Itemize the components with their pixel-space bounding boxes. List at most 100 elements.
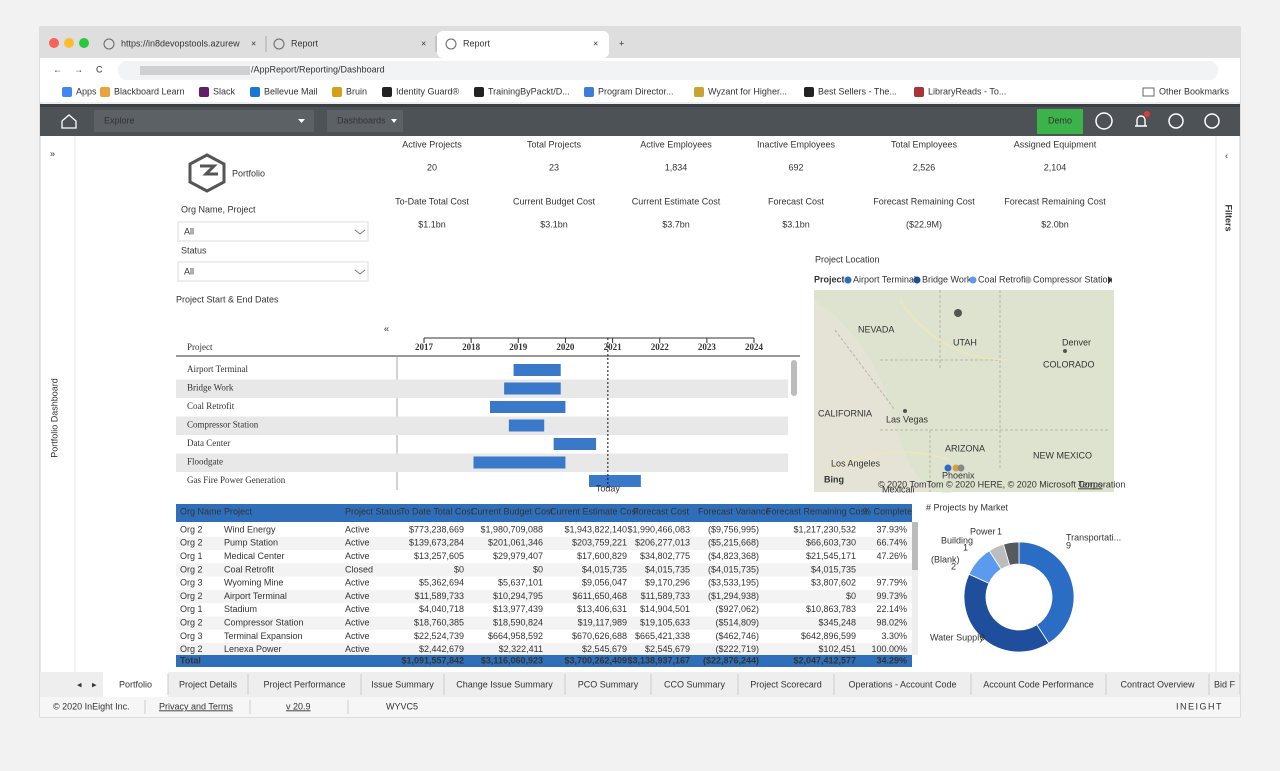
column-header[interactable]: To Date Total Cost	[400, 506, 474, 516]
sidebar-title: Portfolio Dashboard	[49, 378, 59, 458]
tab-prev[interactable]: ◂	[77, 679, 82, 689]
column-header[interactable]: Project Status	[345, 506, 402, 516]
bookmark[interactable]: Program Director...	[598, 86, 674, 96]
filters-title[interactable]: Filters	[1224, 204, 1234, 231]
kpi-value: $2.0bn	[1041, 219, 1069, 229]
bookmark[interactable]: Slack	[213, 86, 236, 96]
legend-next[interactable]	[1108, 276, 1112, 284]
donut-slice[interactable]	[1003, 541, 1020, 566]
kpi-label: Forecast Remaining Cost	[873, 196, 975, 206]
tick-label: 2022	[651, 342, 670, 352]
bookmark[interactable]: TrainingByPackt/D...	[488, 86, 570, 96]
report-tab[interactable]: Account Code Performance	[983, 679, 1094, 689]
gantt-bar	[473, 456, 566, 469]
explore-dropdown[interactable]	[94, 110, 314, 132]
filter-box[interactable]	[177, 221, 369, 242]
table-cell: $19,117,989	[578, 617, 627, 627]
logout-icon[interactable]	[1204, 113, 1220, 129]
collapse[interactable]: «	[384, 323, 389, 333]
bookmark[interactable]: Identity Guard®	[396, 86, 460, 96]
min-dot[interactable]	[64, 38, 74, 48]
bell-icon[interactable]	[1135, 115, 1147, 127]
bookmark-icon	[382, 87, 392, 97]
bookmark[interactable]: LibraryReads - To...	[928, 86, 1006, 96]
bookmark-icon	[250, 87, 260, 97]
help-icon[interactable]	[1095, 112, 1113, 130]
tab-close[interactable]: ×	[593, 38, 598, 48]
table-cell: Active	[345, 617, 370, 627]
tab-title[interactable]: Report	[463, 38, 491, 48]
demo-button[interactable]	[1037, 109, 1083, 134]
bookmark[interactable]: Apps	[76, 86, 97, 96]
donut-slice[interactable]	[1018, 541, 1075, 644]
legend-label[interactable]: Airport Terminal	[853, 274, 916, 284]
footer-privacy[interactable]: Privacy and Terms	[159, 701, 233, 711]
max-dot[interactable]	[79, 38, 89, 48]
collapse-filters[interactable]: ‹	[1225, 150, 1228, 160]
report-tab[interactable]: Change Issue Summary	[456, 679, 553, 689]
table-cell: $206,277,013	[635, 538, 690, 548]
legend-label[interactable]: Compressor Station	[1033, 274, 1113, 284]
column-header[interactable]: Org Name	[180, 506, 222, 516]
report-tab[interactable]: Bid F	[1214, 679, 1236, 689]
close-dot[interactable]	[49, 38, 59, 48]
url[interactable]: /AppReport/Reporting/Dashboard	[251, 64, 385, 74]
report-tab[interactable]: Project Scorecard	[750, 679, 822, 689]
tab-active[interactable]	[437, 31, 609, 58]
bookmark[interactable]: Blackboard Learn	[114, 86, 185, 96]
column-header[interactable]: Forecast Remaining Cost	[766, 506, 868, 516]
donut-slice[interactable]	[963, 573, 1050, 653]
report-tab[interactable]: CCO Summary	[664, 679, 726, 689]
filter-value[interactable]: All	[184, 266, 194, 276]
forward[interactable]: →	[74, 64, 83, 74]
home-icon[interactable]	[61, 114, 77, 129]
caret	[391, 119, 397, 123]
column-header[interactable]: Current Budget Cost	[471, 506, 554, 516]
back[interactable]: ←	[53, 64, 62, 74]
reload[interactable]: C	[96, 64, 103, 74]
table-cell: $2,442,679	[419, 644, 464, 654]
column-header[interactable]: Project	[224, 506, 253, 516]
new-tab[interactable]: +	[619, 38, 624, 48]
report-tab[interactable]: PCO Summary	[578, 679, 639, 689]
tab-close[interactable]: ×	[421, 38, 426, 48]
total-cell: $2,047,412,577	[793, 655, 856, 665]
report-tab[interactable]: Project Details	[179, 679, 238, 689]
tab-active[interactable]	[103, 672, 168, 697]
tab-title[interactable]: Report	[291, 38, 319, 48]
kpi-label: Total Employees	[891, 139, 958, 149]
project-name: Airport Terminal	[187, 364, 248, 374]
bookmark[interactable]: Wyzant for Higher...	[708, 86, 787, 96]
user-icon[interactable]	[1168, 113, 1184, 129]
report-tab[interactable]: Project Performance	[263, 679, 345, 689]
column-header[interactable]: % Complete	[863, 506, 912, 516]
filter-box[interactable]	[177, 261, 369, 282]
report-tab[interactable]: Contract Overview	[1120, 679, 1195, 689]
dashboards-dropdown[interactable]	[327, 110, 403, 132]
bookmark[interactable]: Bellevue Mail	[264, 86, 318, 96]
column-header[interactable]: Forecast Variance	[698, 506, 770, 516]
legend-label[interactable]: Bridge Work	[922, 274, 972, 284]
filter-value[interactable]: All	[184, 226, 194, 236]
bookmark[interactable]: Other Bookmarks	[1159, 86, 1230, 96]
report-tab[interactable]: Issue Summary	[371, 679, 434, 689]
legend-label[interactable]: Coal Retrofit	[978, 274, 1029, 284]
url-bar[interactable]	[118, 61, 1218, 80]
column-header[interactable]: Forecast Cost	[633, 506, 690, 516]
bookmark[interactable]: Best Sellers - The...	[818, 86, 897, 96]
donut-value: 1	[997, 526, 1002, 536]
map-terms[interactable]: Terms	[1078, 479, 1103, 489]
demo[interactable]: Demo	[1048, 115, 1072, 125]
tab-close[interactable]: ×	[251, 38, 256, 48]
bookmark[interactable]: Bruin	[346, 86, 367, 96]
tab-title[interactable]: https://in8devopstools.azurew	[121, 38, 240, 48]
report-tab[interactable]: Portfolio	[119, 679, 152, 689]
column-header[interactable]: Current Estimate Cost	[550, 506, 639, 516]
kpi-value: 692	[788, 162, 803, 172]
explore[interactable]: Explore	[104, 115, 135, 125]
report-tab[interactable]: Operations - Account Code	[848, 679, 956, 689]
tab-next[interactable]: ▸	[92, 679, 97, 689]
dashboards[interactable]: Dashboards	[337, 115, 386, 125]
row-band	[176, 563, 912, 577]
expand-nav[interactable]: »	[50, 148, 55, 158]
